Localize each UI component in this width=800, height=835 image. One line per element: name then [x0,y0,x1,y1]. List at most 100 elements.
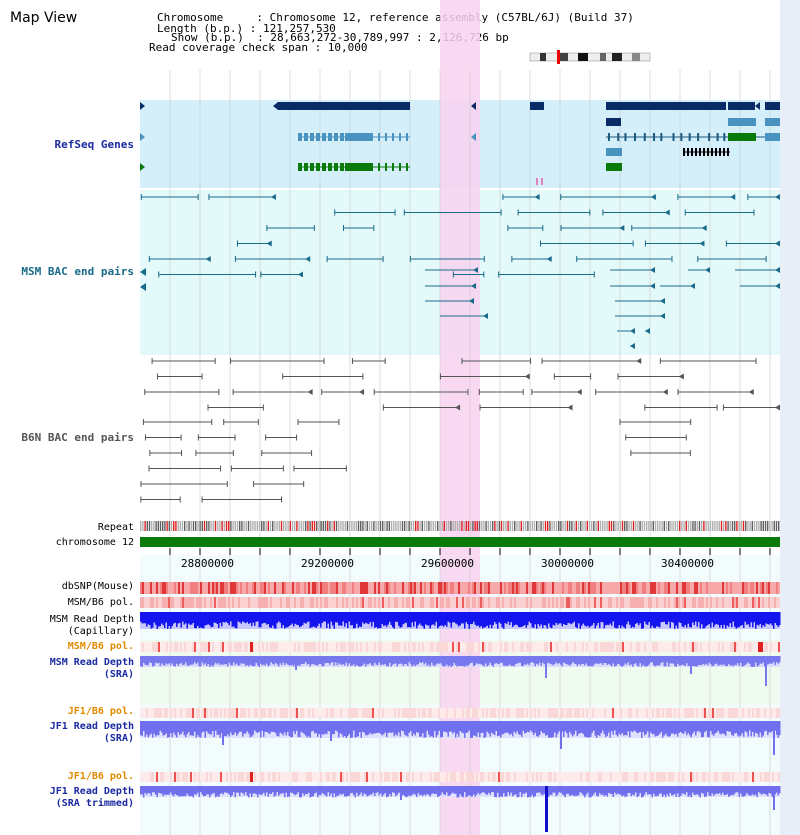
read-depth-bar [474,612,476,625]
polymorphism-cell [546,772,548,782]
polymorphism-cell [698,708,700,718]
read-depth-bar [627,656,629,663]
read-depth-bar [284,656,286,666]
polymorphism-cell [610,597,612,608]
polymorphism-cell [726,772,728,782]
polymorphism-cell [322,708,324,718]
polymorphism-cell [292,642,294,652]
polymorphism-cell [216,772,218,782]
read-depth-bar [677,721,679,737]
read-depth-bar [329,721,331,732]
polymorphism-cell [166,582,168,594]
read-depth-bar [552,721,554,738]
read-depth-bar [498,721,500,736]
repeat-segment [494,521,496,531]
read-depth-bar [732,612,734,622]
read-depth-bar [648,786,650,795]
polymorphism-cell [346,708,348,718]
repeat-segment [278,521,280,531]
repeat-segment [769,521,771,531]
read-depth-bar [260,721,262,738]
read-depth-bar [441,656,443,666]
polymorphism-cell [184,597,186,608]
polymorphism-cell [618,642,620,652]
repeat-segment [353,521,355,531]
read-depth-bar [152,656,154,667]
polymorphism-cell [606,772,608,782]
polymorphism-cell [460,582,462,594]
polymorphism-cell [570,582,572,594]
polymorphism-cell [286,582,288,594]
polymorphism-cell [610,582,612,594]
polymorphism-cell [614,597,616,608]
polymorphism-cell [142,708,144,718]
polymorphism-cell [734,582,736,594]
gene-exon [399,163,401,171]
repeat-segment [228,521,230,531]
read-depth-bar [498,786,500,798]
read-depth-bar [659,656,661,666]
polymorphism-cell [174,642,176,652]
read-depth-bar [194,612,196,628]
repeat-segment [569,521,571,531]
polymorphism-cell [778,582,780,594]
read-depth-bar [153,656,155,667]
repeat-segment [432,521,434,531]
read-depth-bar [462,612,464,624]
polymorphism-cell [734,708,736,718]
repeat-segment [470,521,472,531]
read-depth-bar [765,721,767,731]
polymorphism-cell [728,772,730,782]
polymorphism-cell [436,708,438,718]
polymorphism-cell [622,582,624,594]
read-depth-bar [698,656,700,665]
polymorphism-cell [302,582,304,594]
bac-end-arrow [650,194,656,200]
read-depth-bar [479,612,481,628]
read-depth-bar [623,656,625,666]
polymorphism-cell [356,582,358,594]
polymorphism-cell [156,642,158,652]
read-depth-bar [210,656,212,666]
read-depth-bar [417,786,419,794]
read-depth-bar [594,721,596,736]
read-depth-bar [485,786,487,795]
read-depth-bar [636,612,638,623]
repeat-segment [351,521,353,531]
polymorphism-cell [594,708,596,718]
polymorphism-cell [404,708,406,718]
read-depth-bar [204,656,206,664]
read-depth-bar [629,786,631,793]
read-depth-bar [719,656,721,666]
polymorphism-cell [166,597,168,608]
polymorphism-cell [558,642,560,652]
repeat-segment [646,521,648,531]
read-depth-bar [308,786,310,793]
polymorphism-cell [184,772,186,782]
polymorphism-cell [208,597,210,608]
polymorphism-cell [520,597,522,608]
read-depth-bar [261,721,263,731]
read-depth-bar [152,612,154,628]
read-depth-bar [314,612,316,627]
polymorphism-cell [334,642,336,652]
polymorphism-cell [388,597,390,608]
read-depth-bar [287,656,289,665]
repeat-segment [324,521,327,531]
read-depth-bar [521,656,523,666]
read-depth-bar [240,721,242,732]
track-label-msm-bac[interactable]: MSM BAC end pairs [21,265,134,278]
repeat-segment [360,521,362,531]
polymorphism-cell [210,772,212,782]
read-depth-bar [249,786,251,794]
gene-exon [624,133,627,141]
polymorphism-cell [164,772,166,782]
polymorphism-cell [720,708,722,718]
read-depth-bar [374,612,376,628]
read-depth-bar [708,656,710,663]
read-depth-bar [614,656,616,667]
polymorphism-cell [478,582,480,594]
track-label-b6n-bac[interactable]: B6N BAC end pairs [21,431,134,444]
track-label-refseq[interactable]: RefSeq Genes [54,138,134,151]
